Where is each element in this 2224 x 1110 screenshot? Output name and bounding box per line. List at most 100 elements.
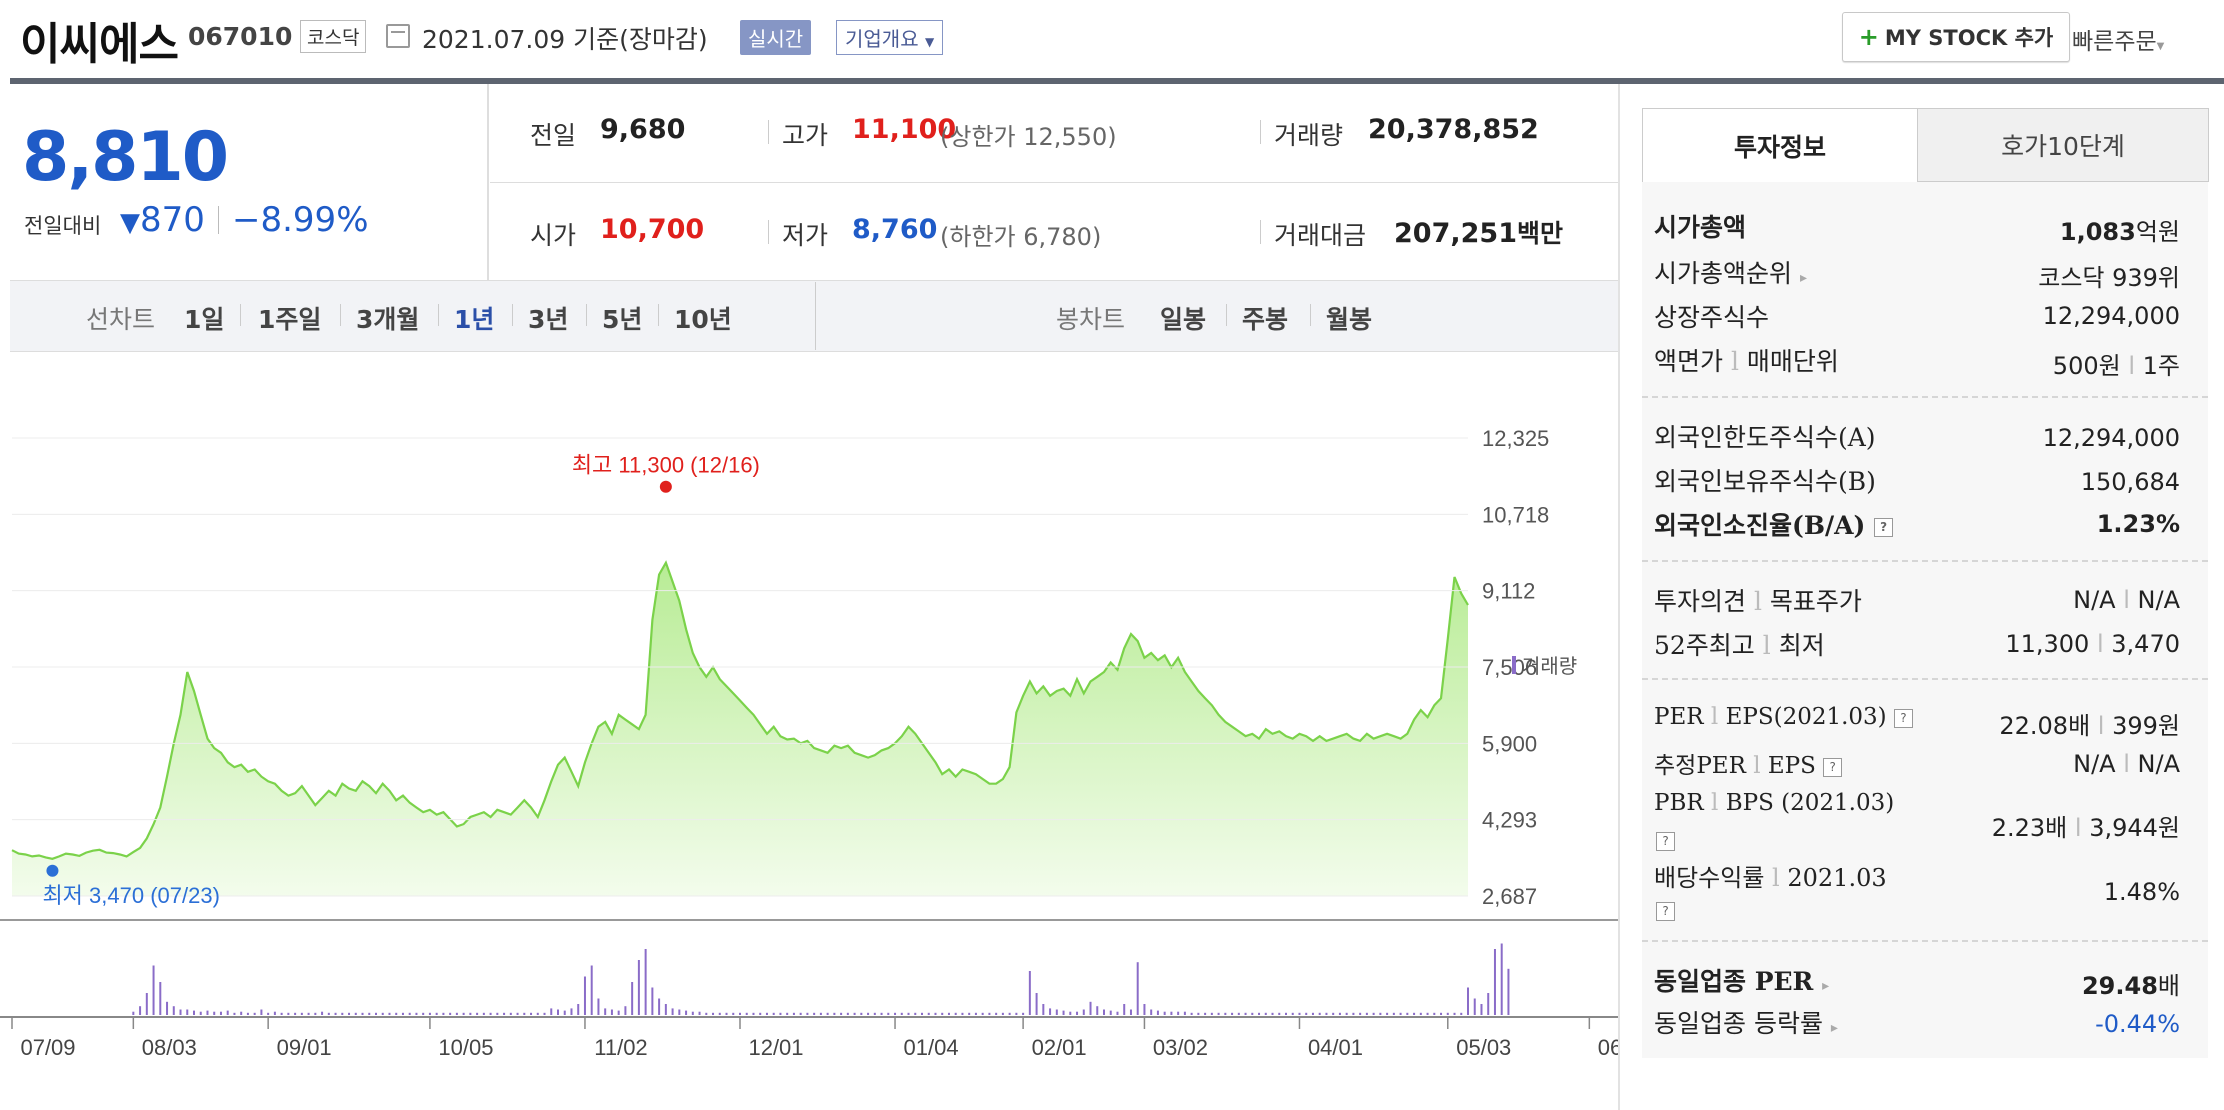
per-value: 22.08배 l 399원 [1999,706,2180,741]
x-tick-label: 04/01 [1308,1035,1363,1060]
per-label-2: EPS(2021.03) [1725,704,1887,730]
quick-order-dropdown[interactable]: 빠른주문▼ [2072,22,2164,56]
help-icon[interactable]: ? [1874,518,1894,537]
price-area [11,560,1469,896]
est-eps-num: N/A [2137,750,2180,778]
period-10y[interactable]: 10년 [674,305,732,334]
opinion-value: N/A l N/A [2073,586,2180,614]
high-label: 고가 [782,121,829,150]
period-3m[interactable]: 3개월 [356,305,420,334]
volume-label: 거래량 [1274,121,1344,150]
pbr-label-2: BPS (2021.03) [1725,790,1895,816]
period-1d[interactable]: 1일 [184,305,225,334]
caret-right-icon: ▸ [1822,978,1830,994]
period-3y[interactable]: 3년 [528,305,569,334]
company-overview-dropdown[interactable]: 기업개요 ▼ [836,20,944,55]
tab-10-level-quotes[interactable]: 호가10단계 [1917,108,2209,182]
help-icon[interactable]: ? [1656,832,1675,851]
foreign-ratio-text: 외국인소진율(B/A) [1654,511,1866,540]
help-icon[interactable]: ? [1823,757,1843,777]
par-label-2: 매매단위 [1746,347,1839,376]
quick-order-label: 빠른주문 [2072,29,2157,55]
cap-rank-label[interactable]: 시가총액순위 ▸ [1654,254,1807,290]
down-triangle-icon: ▼ [120,208,140,238]
current-price: 8,810 [22,118,229,197]
par-label-1: 액면가 [1654,347,1724,376]
high-value: 11,100 [852,114,957,145]
candle-daily[interactable]: 일봉 [1160,305,1207,334]
separator: l [2096,630,2104,658]
sector-per-text: 동일업종 PER [1654,967,1814,996]
est-label-2: EPS [1767,753,1816,779]
opinion-text: N/A [2073,586,2116,614]
separator: l [2074,814,2082,842]
per-label-1: PER [1654,704,1704,730]
divider [1226,304,1227,326]
sector-change-label[interactable]: 동일업종 등락률 ▸ [1654,1004,1838,1040]
market-cap-unit: 억원 [2135,218,2180,246]
change-amount: 870 [140,200,205,240]
prev-label: 전일 [530,121,577,150]
divider [1260,120,1261,144]
foreign-ratio-value: 1.23% [2096,510,2180,538]
tab-investment-info[interactable]: 투자정보 [1642,108,1918,183]
w52-value: 11,300 l 3,470 [2005,630,2180,658]
stock-code: 067010 [188,22,293,51]
w52-label-2: 최저 [1778,631,1825,660]
divider [218,206,219,234]
cap-rank-text: 시가총액순위 [1654,259,1793,288]
candle-weekly[interactable]: 주봉 [1242,305,1289,334]
y-axis: 12,325 10,718 9,112 7,506 5,900 4,293 2,687 [12,426,1549,909]
w52-high: 11,300 [2005,630,2090,658]
x-axis: 07/09 08/03 09/01 10/05 11/02 12/01 01/04 02/01… [0,919,1618,1060]
pbr-num: 2.23배 [1991,814,2068,842]
chart-period-bar [10,280,1618,352]
realtime-button[interactable]: 실시간 [740,20,812,55]
y-tick-label: 2,687 [1482,884,1537,909]
target-text: N/A [2137,586,2180,614]
x-tick-label: 09/01 [277,1035,332,1060]
dividend-label: 배당수익률 l 2021.03 [1654,858,1887,893]
candle-monthly[interactable]: 월봉 [1326,305,1373,334]
period-1w[interactable]: 1주일 [258,305,322,334]
x-tick-label: 01/04 [904,1035,959,1060]
separator: l [2123,750,2130,778]
help-icon[interactable]: ? [1656,902,1675,921]
divider [1642,940,2208,942]
y-tick-label: 9,112 [1482,579,1535,604]
separator: l [1730,347,1739,376]
chevron-down-icon: ▼ [2156,41,2165,52]
est-label-1: 추정PER [1654,753,1746,779]
add-mystock-button[interactable]: + MY STOCK 추가 [1842,12,2070,62]
open-label: 시가 [530,221,577,250]
separator: l [1772,864,1780,892]
change-label: 전일대비 [24,214,102,238]
divider [487,84,489,280]
divider [1310,304,1311,326]
sector-change-value: -0.44% [2095,1010,2180,1038]
div-label-1: 배당수익률 [1654,864,1765,892]
per-label: PER l EPS(2021.03) ? [1654,704,1913,730]
volume-legend-swatch [1512,656,1516,674]
divider [658,304,659,326]
line-chart-label: 선차트 [86,305,156,334]
help-icon[interactable]: ? [1893,708,1913,728]
upper-limit: (상한가 12,550) [940,123,1117,151]
divider [340,304,341,326]
x-tick-label: 12/01 [748,1035,803,1060]
change-value: ▼870 [120,200,205,240]
caret-right-icon: ▸ [1799,270,1807,286]
market-badge: 코스닥 [300,20,367,53]
investment-info-panel [1642,182,2208,1058]
period-1y[interactable]: 1년 [454,305,495,334]
plus-icon: + [1858,23,1879,51]
foreign-hold-value: 150,684 [2080,468,2180,496]
est-per-num: N/A [2073,750,2116,778]
high-marker [659,480,672,493]
w52-label: 52주최고 l 최저 [1654,626,1825,662]
period-5y[interactable]: 5년 [602,305,643,334]
sector-per-label[interactable]: 동일업종 PER ▸ [1654,962,1829,998]
high-label: 최고 11,300 (12/16) [572,453,760,478]
price-area-fill [12,562,1468,896]
price-chart[interactable]: 12,325 10,718 9,112 7,506 5,900 4,293 2,687 거래… [0,350,1618,1110]
